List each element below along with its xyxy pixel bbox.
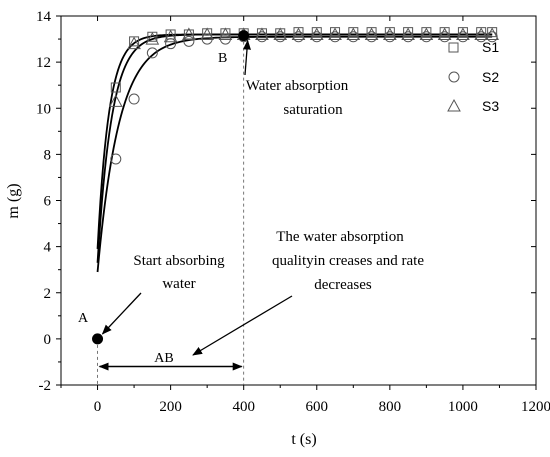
decrease-note-line1: The water absorption bbox=[276, 229, 404, 245]
data-point-s3 bbox=[182, 27, 196, 40]
legend-label-s3: S3 bbox=[482, 98, 499, 114]
y-tick-label: 4 bbox=[44, 240, 52, 256]
decrease-note-line2: qualityin creases and rate bbox=[272, 253, 424, 269]
data-point-s1 bbox=[110, 82, 121, 93]
data-point-s3 bbox=[108, 94, 123, 107]
y-tick-label: 0 bbox=[44, 332, 52, 348]
data-point-s2 bbox=[110, 153, 122, 165]
decrease-arrow bbox=[192, 295, 293, 356]
legend-label-s2: S2 bbox=[482, 69, 499, 85]
x-tick-label: 800 bbox=[379, 399, 402, 415]
y-tick-label: 14 bbox=[36, 9, 52, 25]
saturation-note-line2: saturation bbox=[283, 102, 343, 118]
annotations: A B AB Water absorption saturation Start… bbox=[78, 30, 424, 371]
square-marker-icon bbox=[448, 42, 459, 53]
x-tick-label: 400 bbox=[232, 399, 255, 415]
axes-frame: 0 200 400 600 800 1000 1200 -2 0 2 4 6 8 10 12 14 bbox=[36, 9, 550, 415]
x-axis-title: t (s) bbox=[291, 431, 316, 448]
point-b-label: B bbox=[218, 51, 227, 66]
data-point-s3 bbox=[485, 27, 499, 40]
x-tick-label: 200 bbox=[159, 399, 182, 415]
legend-entry-s1: S1 bbox=[448, 39, 499, 55]
key-point-a bbox=[92, 333, 104, 345]
start-note-line2: water bbox=[162, 276, 195, 292]
data-point-s3 bbox=[163, 29, 178, 43]
y-tick-label: 12 bbox=[36, 55, 51, 71]
data-point-s2 bbox=[128, 93, 140, 105]
data-point-s2 bbox=[165, 38, 177, 50]
data-point-s3 bbox=[401, 27, 415, 40]
start-note-line1: Start absorbing bbox=[133, 253, 225, 269]
data-point-s3 bbox=[200, 27, 214, 40]
data-point-s3 bbox=[346, 27, 361, 40]
point-a-label: A bbox=[78, 311, 89, 326]
y-tick-label: -2 bbox=[39, 378, 52, 394]
decrease-note-line3: decreases bbox=[314, 277, 372, 293]
data-point-s2 bbox=[183, 35, 195, 47]
plot-frame bbox=[60, 15, 537, 386]
legend: S1 S2 S3 bbox=[447, 39, 499, 114]
x-tick-label: 1200 bbox=[521, 399, 550, 415]
x-tick-label: 600 bbox=[306, 399, 329, 415]
y-tick-label: 10 bbox=[36, 101, 51, 117]
data-point-s3 bbox=[328, 27, 342, 40]
data-point-s3 bbox=[456, 27, 470, 40]
data-point-s3 bbox=[309, 27, 324, 40]
x-tick-label: 1000 bbox=[448, 399, 478, 415]
legend-label-s1: S1 bbox=[482, 39, 499, 55]
data-markers bbox=[108, 27, 499, 165]
data-point-s2 bbox=[146, 47, 158, 59]
data-point-s3 bbox=[145, 32, 160, 45]
x-tick-label: 0 bbox=[94, 399, 102, 415]
saturation-arrow bbox=[243, 39, 251, 76]
start-arrow bbox=[101, 292, 142, 335]
y-tick-label: 6 bbox=[44, 194, 52, 210]
y-tick-label: 2 bbox=[44, 286, 52, 302]
data-point-s3 bbox=[437, 27, 452, 40]
data-point-s3 bbox=[474, 27, 489, 40]
triangle-marker-icon bbox=[447, 98, 461, 112]
data-point-s3 bbox=[291, 27, 306, 40]
data-point-s3 bbox=[127, 36, 141, 50]
fit-curve-s1 bbox=[96, 33, 493, 249]
interval-label: AB bbox=[154, 351, 173, 366]
key-point-b bbox=[238, 30, 250, 42]
data-point-s3 bbox=[218, 27, 233, 40]
data-point-s3 bbox=[273, 27, 288, 40]
data-point-s3 bbox=[419, 27, 434, 40]
saturation-note-line1: Water absorption bbox=[246, 78, 349, 94]
legend-entry-s3: S3 bbox=[447, 98, 499, 114]
y-tick-label: 8 bbox=[44, 147, 52, 163]
circle-marker-icon bbox=[448, 71, 460, 83]
y-axis-title: m (g) bbox=[5, 183, 22, 218]
legend-entry-s2: S2 bbox=[448, 69, 499, 85]
data-point-s3 bbox=[255, 27, 269, 40]
data-point-s3 bbox=[383, 27, 397, 40]
data-point-s3 bbox=[364, 27, 379, 40]
